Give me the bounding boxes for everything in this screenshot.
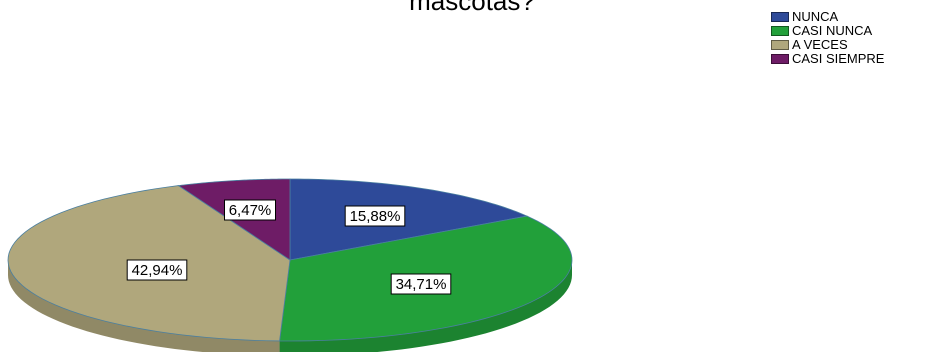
legend-label: NUNCA [792,9,839,24]
legend-item: CASI NUNCA [771,24,884,38]
legend-label: CASI SIEMPRE [792,51,885,66]
legend-item: A VECES [771,38,884,52]
data-label-box [224,199,276,221]
data-label-box [126,259,188,281]
pie-slices [7,178,573,342]
pie-slice-side [8,260,280,352]
legend-swatch [771,12,789,22]
legend-swatch [771,54,789,64]
data-label: 6,47% [229,202,272,219]
chart-title: mascotas? [409,0,535,16]
data-labels: 15,88% 34,71% 42,94% 6,47% [126,199,452,295]
data-label-box [390,273,452,295]
legend-item: NUNCA [771,10,884,24]
pie-side-walls [8,260,572,352]
data-label: 15,88% [350,208,401,225]
data-label-box [344,205,406,227]
legend-item: CASI SIEMPRE [771,52,884,66]
data-label: 42,94% [132,262,183,279]
pie-slice [289,178,529,261]
legend-swatch [771,40,789,50]
legend-label: CASI NUNCA [792,23,873,38]
data-label: 34,71% [396,276,447,293]
pie-slice-side [279,260,572,352]
legend-swatch [771,26,789,36]
legend-label: A VECES [792,37,848,52]
legend: NUNCA CASI NUNCA A VECES CASI SIEMPRE [771,10,884,66]
